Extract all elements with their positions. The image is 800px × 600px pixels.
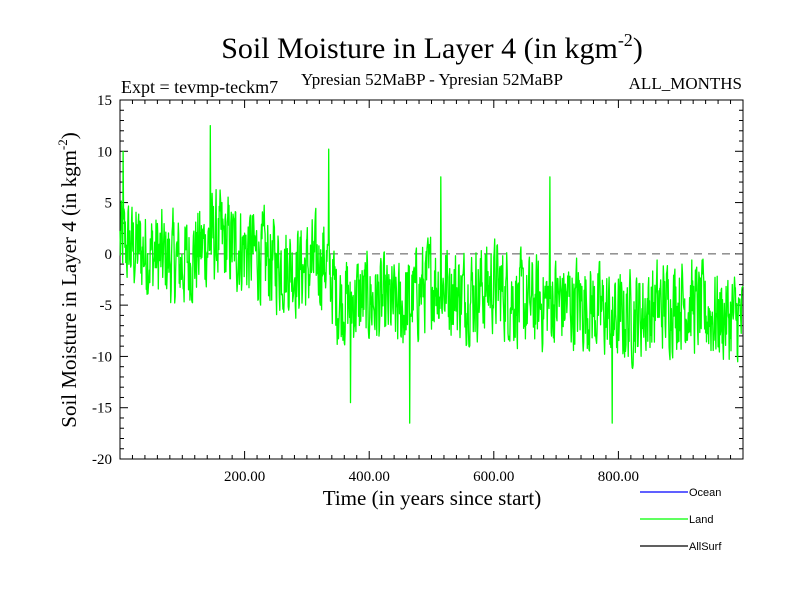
x-axis-label: Time (in years since start) bbox=[323, 486, 542, 510]
x-tick-label: 400.00 bbox=[349, 469, 390, 485]
y-tick-label: 5 bbox=[105, 196, 113, 212]
x-tick-label: 200.00 bbox=[224, 469, 265, 485]
subtitle: Ypresian 52MaBP - Ypresian 52MaBP bbox=[301, 70, 563, 89]
legend: Ocean Land AllSurf bbox=[640, 487, 722, 553]
x-tick-label: 800.00 bbox=[598, 469, 639, 485]
legend-label-ocean: Ocean bbox=[689, 487, 721, 499]
chart-title-superscript: -2 bbox=[618, 30, 633, 50]
legend-label-land: Land bbox=[689, 514, 713, 526]
axis-tick-labels: 15 10 5 0 -5 -10 -15 -20 200.00 400.00 600.00 800.0… bbox=[92, 93, 639, 485]
period-label: ALL_MONTHS bbox=[629, 74, 742, 93]
axis-ticks bbox=[120, 99, 743, 460]
expt-label: Expt = tevmp-teckm7 bbox=[121, 77, 278, 97]
y-tick-label: 0 bbox=[105, 247, 113, 263]
y-tick-label: 10 bbox=[97, 144, 112, 160]
chart-title: Soil Moisture in Layer 4 (in kgm-2) bbox=[221, 30, 643, 65]
y-tick-label: 15 bbox=[97, 93, 112, 109]
y-axis-label-main: Soil Moisture in Layer 4 (in kgm bbox=[57, 150, 81, 428]
legend-label-allsurf: AllSurf bbox=[689, 541, 722, 553]
series-layer bbox=[119, 124, 744, 424]
y-axis-label: Soil Moisture in Layer 4 (in kgm-2) bbox=[55, 132, 81, 427]
chart-title-main: Soil Moisture in Layer 4 (in kgm bbox=[221, 32, 618, 65]
y-tick-label: -20 bbox=[92, 452, 112, 468]
series-line-land bbox=[119, 124, 744, 424]
x-tick-label: 600.00 bbox=[473, 469, 514, 485]
y-axis-label-superscript: -2 bbox=[55, 139, 70, 150]
y-tick-label: -5 bbox=[100, 298, 113, 314]
y-tick-label: -15 bbox=[92, 401, 112, 417]
y-tick-label: -10 bbox=[92, 349, 112, 365]
y-axis-label-end: ) bbox=[57, 132, 81, 139]
chart-title-end: ) bbox=[633, 32, 643, 65]
